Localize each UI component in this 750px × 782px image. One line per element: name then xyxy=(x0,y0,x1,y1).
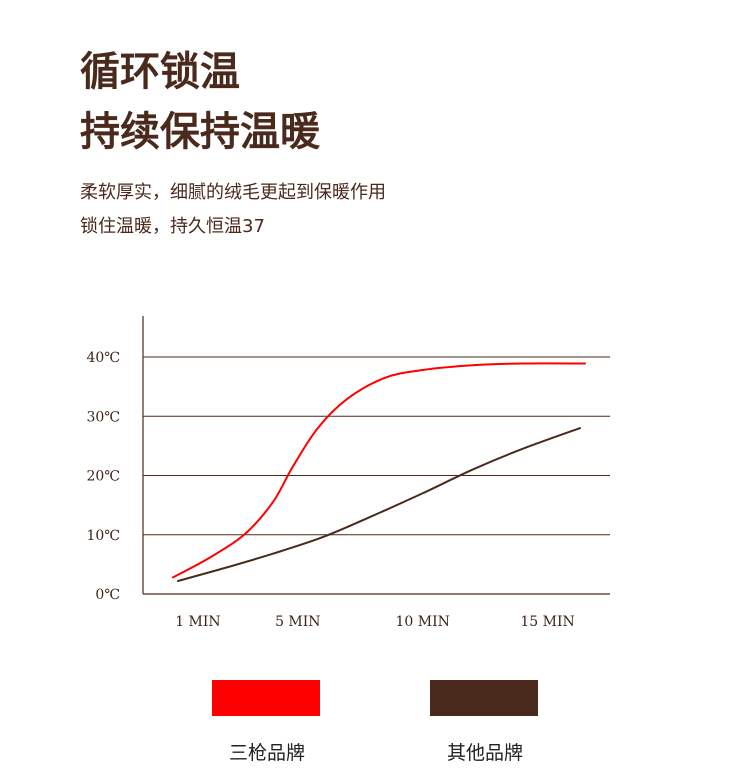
legend-label-other: 其他品牌 xyxy=(446,742,523,764)
legend-label-sanqiang: 三枪品牌 xyxy=(228,742,305,764)
x-tick-label: 15 MIN xyxy=(520,614,574,630)
series-line-1 xyxy=(176,427,582,582)
legend-swatch-other xyxy=(430,680,538,716)
y-tick-label: 10℃ xyxy=(87,528,120,544)
headline-line-2: 持续保持温暖 xyxy=(80,108,320,155)
subtitle-line-1: 柔软厚实，细腻的绒毛更起到保暖作用 xyxy=(80,182,386,203)
y-tick-label: 30℃ xyxy=(87,409,120,425)
headline-line-1: 循环锁温 xyxy=(80,48,240,95)
legend-item-sanqiang: 三枪品牌 xyxy=(212,680,322,764)
x-tick-label: 10 MIN xyxy=(396,614,450,630)
headline: 循环锁温 持续保持温暖 xyxy=(80,42,320,162)
legend-item-other: 其他品牌 xyxy=(430,680,540,764)
y-tick-label: 0℃ xyxy=(95,587,120,603)
temperature-line-chart: 0℃ 10℃ 20℃ 30℃ 40℃ 1 MIN 5 MIN 10 MIN 15 MIN xyxy=(87,316,610,630)
subtitle: 柔软厚实，细腻的绒毛更起到保暖作用 锁住温暖，持久恒温37 xyxy=(80,176,386,244)
x-tick-label: 5 MIN xyxy=(275,614,320,630)
x-tick-label: 1 MIN xyxy=(175,614,220,630)
legend-swatch-sanqiang xyxy=(212,680,320,716)
y-tick-label: 40℃ xyxy=(87,350,120,366)
subtitle-line-2: 锁住温暖，持久恒温37 xyxy=(80,216,265,237)
y-tick-label: 20℃ xyxy=(87,469,120,485)
series-line-0 xyxy=(171,362,587,579)
